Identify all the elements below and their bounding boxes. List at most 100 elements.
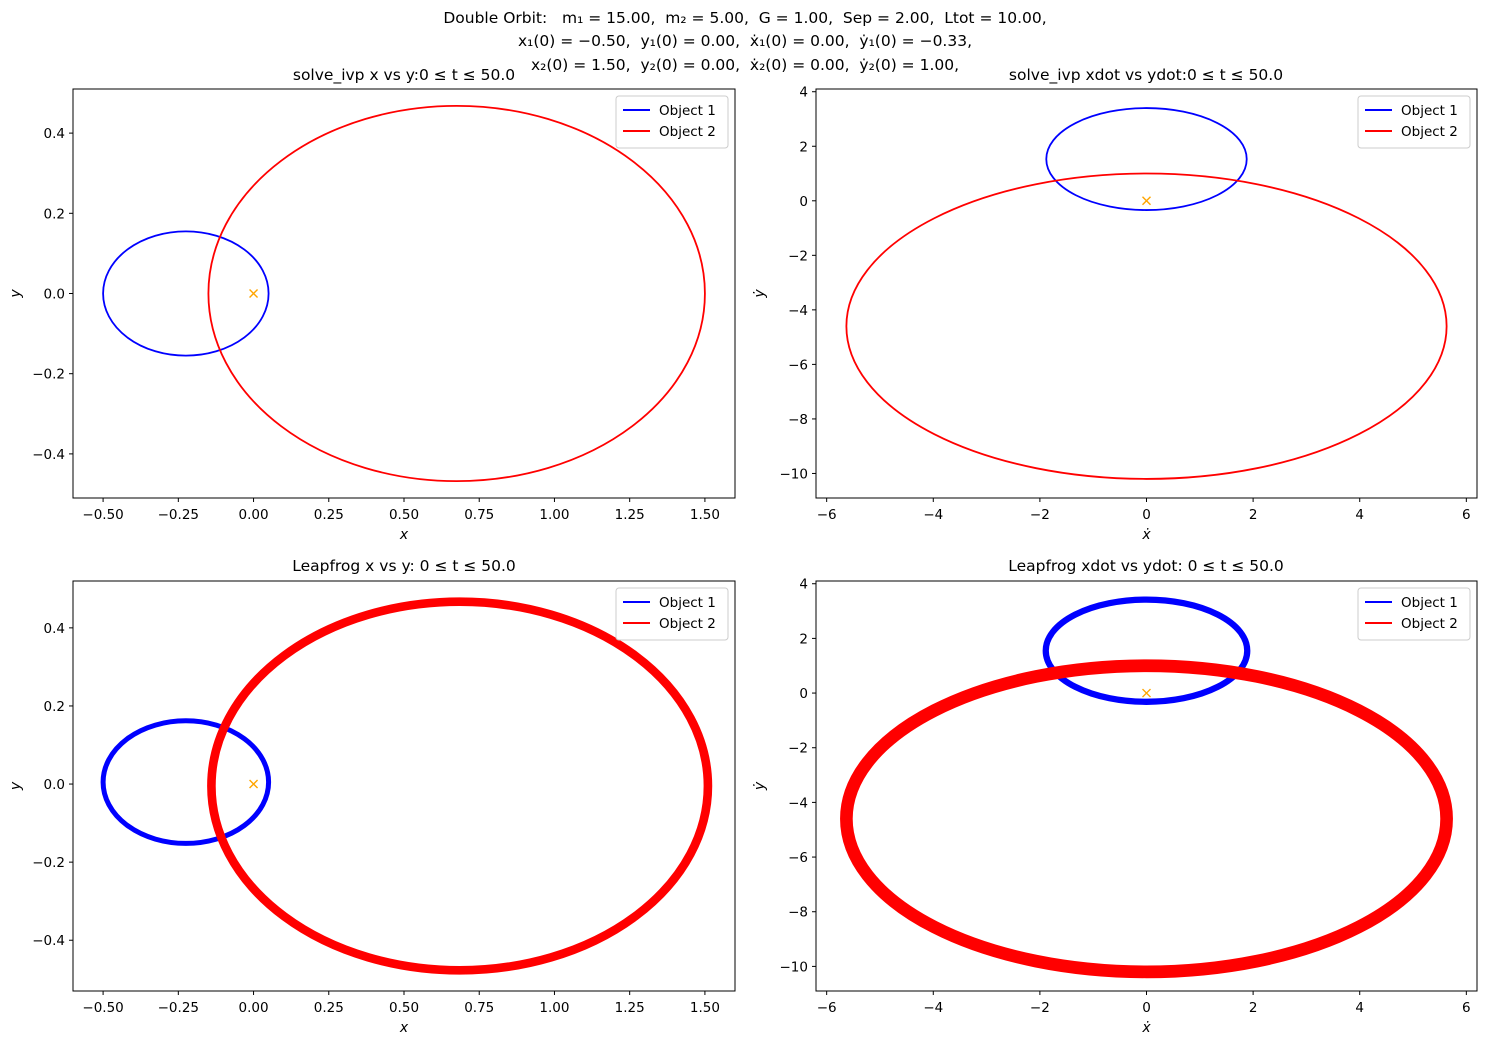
x-tick-label: 0.25 — [314, 507, 344, 523]
x-tick-label: 1.25 — [615, 1000, 645, 1016]
legend-label-object-2: Object 2 — [659, 124, 716, 140]
x-tick-label: −0.25 — [158, 507, 199, 523]
x-tick-label: 0.25 — [314, 1000, 344, 1016]
y-tick-label: −8 — [788, 412, 808, 428]
y-tick-label: 2 — [799, 139, 808, 155]
legend-label-object-1: Object 1 — [659, 103, 716, 119]
center-marker — [249, 289, 259, 298]
x-axis-label: x — [399, 1020, 409, 1036]
y-tick-label: 0.0 — [44, 287, 65, 303]
x-axis-label: x — [399, 527, 409, 543]
x-tick-label: −6 — [817, 1000, 837, 1016]
orbit-object-1 — [100, 718, 272, 846]
y-tick-label: −4 — [788, 303, 808, 319]
legend: Object 1 Object 2 — [615, 587, 729, 641]
figure-title-line-1: Double Orbit: m₁ = 15.00, m₂ = 5.00, G =… — [443, 9, 1047, 27]
y-tick-label: 0.2 — [44, 699, 65, 715]
orbit-object-2 — [845, 172, 1448, 480]
center-marker — [249, 779, 259, 789]
x-tick-label: 6 — [1462, 1000, 1471, 1016]
y-tick-label: −2 — [788, 741, 808, 757]
x-tick-label: 0.75 — [464, 507, 494, 523]
x-tick-label: 1.50 — [690, 507, 720, 523]
orbit-object-1 — [1045, 107, 1248, 211]
x-axis-label: ẋ — [1141, 1020, 1151, 1036]
panel-leapfrog-velocity: −6 −4 −2 0 2 4 6 −10 −8 −6 −4 −2 0 2 4 ẋ ẏ Object 1 Object… — [752, 577, 1478, 1036]
x-tick-label: −0.50 — [82, 507, 123, 523]
x-tick-label: 0.50 — [389, 507, 419, 523]
x-tick-label: 0 — [1142, 507, 1151, 523]
x-tick-label: −0.50 — [82, 1000, 123, 1016]
legend-label-object-1: Object 1 — [659, 595, 716, 611]
y-tick-label: −0.2 — [32, 367, 65, 383]
x-tick-label: 1.00 — [539, 507, 569, 523]
orbit-object-1 — [102, 230, 270, 357]
x-tick-label: −4 — [923, 1000, 943, 1016]
orbit-object-1 — [1042, 596, 1251, 705]
y-tick-label: 0 — [799, 686, 808, 702]
y-tick-label: 4 — [799, 85, 808, 101]
axes-frame — [815, 580, 1478, 992]
x-tick-label: 0 — [1142, 1000, 1151, 1016]
x-tick-label: 0.00 — [239, 507, 269, 523]
y-tick-label: 2 — [799, 631, 808, 647]
series-group — [100, 597, 713, 975]
x-tick-label: 4 — [1355, 1000, 1364, 1016]
y-axis-label: ẏ — [752, 781, 768, 791]
panel-leapfrog-position: −0.50 −0.25 0.00 0.25 0.50 0.75 1.00 1.25 1.50 −0… — [8, 580, 736, 1036]
orbit-object-2 — [840, 659, 1453, 979]
legend-label-object-1: Object 1 — [1401, 103, 1458, 119]
x-tick-label: 0.75 — [464, 1000, 494, 1016]
legend: Object 1 Object 2 — [1357, 95, 1471, 149]
legend-label-object-2: Object 2 — [1401, 616, 1458, 632]
legend: Object 1 Object 2 — [615, 95, 729, 149]
y-tick-label: −0.2 — [32, 855, 65, 871]
x-tick-label: −2 — [1030, 507, 1050, 523]
plot-title-leapfrog-position: Leapfrog x vs y: 0 ≤ t ≤ 50.0 — [292, 557, 516, 575]
x-tick-label: 0.00 — [239, 1000, 269, 1016]
x-tick-label: 1.50 — [690, 1000, 720, 1016]
y-axis-label: ẏ — [752, 289, 768, 299]
plot-title-leapfrog-velocity: Leapfrog xdot vs ydot: 0 ≤ t ≤ 50.0 — [1008, 557, 1284, 575]
orbit-object-2 — [207, 104, 706, 483]
plot-title-solve-ivp-velocity: solve_ivp xdot vs ydot:0 ≤ t ≤ 50.0 — [1008, 66, 1284, 84]
y-axis-label: y — [8, 781, 24, 791]
y-tick-label: 4 — [799, 577, 808, 593]
y-tick-label: −6 — [788, 850, 808, 866]
orbit-object-2 — [207, 597, 713, 975]
y-tick-label: −2 — [788, 248, 808, 264]
axes-frame — [72, 88, 736, 499]
x-tick-label: 0.50 — [389, 1000, 419, 1016]
x-tick-label: 4 — [1355, 507, 1364, 523]
y-tick-label: 0.4 — [44, 621, 65, 637]
x-tick-label: −2 — [1030, 1000, 1050, 1016]
x-axis-label: ẋ — [1141, 527, 1151, 543]
x-tick-label: 1.25 — [615, 507, 645, 523]
y-tick-label: 0.4 — [44, 126, 65, 142]
y-tick-label: 0.2 — [44, 206, 65, 222]
y-tick-label: −4 — [788, 795, 808, 811]
axes-frame — [815, 88, 1478, 499]
y-tick-label: −10 — [780, 466, 809, 482]
y-tick-label: −6 — [788, 357, 808, 373]
figure-title-line-2: x₁(0) = −0.50, y₁(0) = 0.00, ẋ₁(0) = 0.0… — [517, 32, 973, 50]
plot-title-solve-ivp-position: solve_ivp x vs y:0 ≤ t ≤ 50.0 — [292, 66, 516, 84]
center-marker — [1142, 688, 1151, 698]
panel-solve-ivp-position: −0.50 −0.25 0.00 0.25 0.50 0.75 1.00 1.25 1.50 −0… — [8, 88, 736, 543]
x-tick-label: −0.25 — [158, 1000, 199, 1016]
x-tick-label: −4 — [923, 507, 943, 523]
legend-label-object-2: Object 2 — [659, 616, 716, 632]
x-tick-label: 2 — [1249, 507, 1258, 523]
x-tick-label: 2 — [1249, 1000, 1258, 1016]
y-tick-label: −10 — [780, 959, 809, 975]
y-tick-label: −0.4 — [32, 933, 65, 949]
y-tick-label: −0.4 — [32, 447, 65, 463]
legend-label-object-2: Object 2 — [1401, 124, 1458, 140]
y-tick-label: 0.0 — [44, 777, 65, 793]
y-tick-label: −8 — [788, 905, 808, 921]
x-tick-label: −6 — [817, 507, 837, 523]
legend-label-object-1: Object 1 — [1401, 595, 1458, 611]
y-tick-label: 0 — [799, 194, 808, 210]
